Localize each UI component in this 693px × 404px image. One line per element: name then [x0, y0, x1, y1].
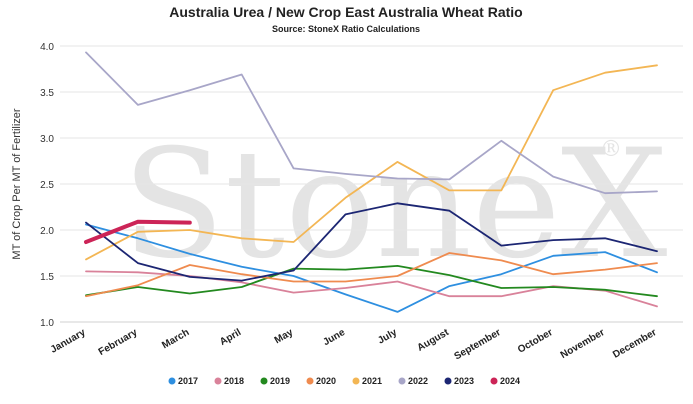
x-tick-label: November [559, 327, 607, 361]
x-tick-label: June [321, 327, 347, 348]
series-line-2021 [85, 64, 658, 261]
legend-label-2020[interactable]: 2020 [316, 376, 336, 386]
x-tick-label: July [376, 327, 399, 347]
x-axis-ticks: January February March April May June July Augu… [49, 327, 659, 363]
y-axis-label: MT of Crop Per MT of Fertilizer [11, 108, 23, 260]
legend-marker-2017 [168, 377, 176, 385]
x-tick-label: March [160, 327, 191, 351]
series-line-2022 [85, 51, 658, 195]
y-tick-label: 2.0 [40, 226, 54, 237]
chart-title: Australia Urea / New Crop East Australia… [169, 4, 522, 20]
legend-marker-2022 [398, 377, 406, 385]
legend-marker-2021 [352, 377, 360, 385]
x-tick-label: April [218, 327, 243, 348]
x-tick-label: August [416, 327, 452, 354]
legend-marker-2018 [214, 377, 222, 385]
legend-marker-2024 [490, 377, 498, 385]
watermark-registered-mark: ® [600, 137, 622, 162]
x-tick-label: January [49, 327, 88, 356]
x-tick-label: October [516, 327, 555, 356]
y-tick-label: 3.0 [40, 134, 54, 145]
legend-label-2023[interactable]: 2023 [454, 376, 474, 386]
watermark: StoneX [122, 118, 668, 292]
x-tick-label: September [453, 327, 503, 362]
x-tick-label: February [97, 327, 140, 358]
x-tick-label: December [611, 327, 658, 361]
legend-label-2022[interactable]: 2022 [408, 376, 428, 386]
legend-label-2019[interactable]: 2019 [270, 376, 290, 386]
y-tick-label: 4.0 [40, 42, 54, 53]
y-tick-label: 1.0 [40, 318, 54, 329]
y-tick-label: 1.5 [40, 272, 54, 283]
x-tick-label: May [273, 327, 296, 346]
series-line-2023 [85, 202, 658, 282]
legend: 2017 2018 2019 2020 2021 2022 2023 2024 [168, 376, 520, 386]
legend-label-2018[interactable]: 2018 [224, 376, 244, 386]
y-tick-label: 3.5 [40, 88, 54, 99]
y-axis-ticks: 1.0 1.5 2.0 2.5 3.0 3.5 4.0 [40, 42, 54, 329]
legend-marker-2020 [306, 377, 314, 385]
legend-marker-2019 [260, 377, 268, 385]
legend-marker-2023 [444, 377, 452, 385]
series-lines [84, 51, 658, 313]
legend-label-2017[interactable]: 2017 [178, 376, 198, 386]
series-line-2024 [84, 219, 192, 244]
series-line-2017 [85, 223, 658, 313]
y-tick-label: 2.5 [40, 180, 54, 191]
legend-label-2024[interactable]: 2024 [500, 376, 520, 386]
legend-label-2021[interactable]: 2021 [362, 376, 382, 386]
series-line-2019 [85, 264, 658, 298]
series-line-2020 [85, 252, 658, 298]
chart-subtitle: Source: StoneX Ratio Calculations [272, 24, 420, 34]
